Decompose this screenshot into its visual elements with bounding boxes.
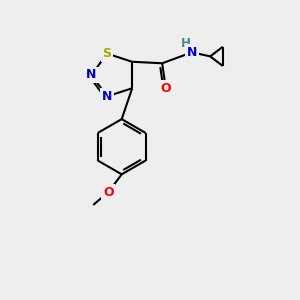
Text: O: O: [160, 82, 171, 95]
Text: O: O: [103, 186, 113, 199]
Text: N: N: [102, 90, 112, 103]
Text: N: N: [86, 68, 97, 82]
Text: H: H: [181, 37, 191, 50]
Text: N: N: [187, 46, 197, 59]
Text: S: S: [103, 47, 112, 60]
